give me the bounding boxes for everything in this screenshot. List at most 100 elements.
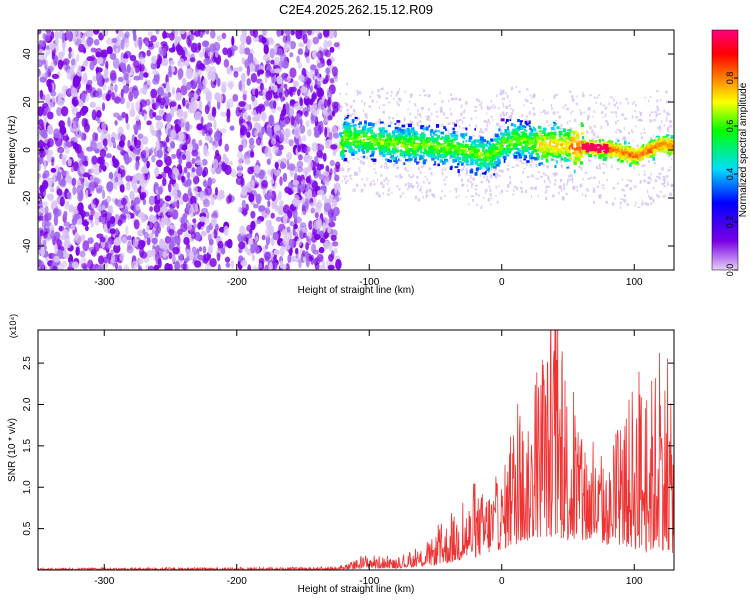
spectrogram-cell (321, 194, 327, 201)
spectrogram-cell (462, 167, 464, 170)
spectrogram-cell (250, 220, 256, 231)
spectrogram-cell (579, 109, 581, 112)
spectrogram-cell (107, 89, 112, 99)
spectrogram-cell (65, 30, 70, 40)
spectrogram-cell (658, 113, 661, 115)
spectrogram-cell (558, 133, 562, 138)
spectrogram-cell (570, 159, 572, 163)
spectrogram-cell (637, 163, 641, 166)
spectrogram-cell (615, 114, 617, 118)
spectrogram-cell (395, 93, 398, 97)
spectrogram-cell (458, 156, 462, 160)
spectrogram-cell (492, 119, 494, 121)
spectrogram-cell (331, 241, 339, 247)
spectrogram-cell (377, 89, 380, 93)
spectrogram-cell (399, 159, 402, 162)
spectrogram-cell (667, 183, 669, 186)
spectrogram-cell (635, 125, 637, 128)
spectrogram-cell (408, 158, 412, 161)
spectrogram-cell (371, 134, 374, 139)
spectrogram-cell (619, 201, 622, 205)
spectrogram-cell (213, 131, 221, 142)
spectrogram-cell (321, 260, 326, 269)
spectrogram-cell (47, 111, 54, 120)
spectrogram-cell (125, 153, 130, 162)
spectrogram-cell (51, 158, 55, 167)
spectrogram-cell (460, 168, 464, 172)
spectrogram-cell (90, 221, 95, 228)
spectrogram-cell (495, 164, 497, 168)
spectrogram-cell (578, 165, 581, 169)
spectrogram-cell (576, 132, 580, 136)
spectrogram-cell (644, 154, 648, 158)
spectrogram-cell (483, 153, 485, 156)
spectrogram-cell (569, 157, 571, 161)
spectrogram-cell (266, 158, 271, 165)
spectrogram-cell (407, 182, 410, 186)
spectrogram-cell (576, 95, 578, 98)
spectrogram-cell (269, 48, 275, 59)
spectrogram-cell (640, 179, 642, 183)
spectrogram-cell (145, 40, 149, 47)
spectrogram-cell (423, 131, 425, 134)
spectrogram-cell (113, 243, 121, 254)
spectrogram-cell (432, 129, 436, 133)
spectrogram-cell (117, 115, 123, 121)
spectrogram-cell (657, 126, 660, 130)
spectrogram-cell (576, 185, 578, 189)
spectrogram-cell (428, 167, 432, 171)
spectrogram-cell (308, 220, 313, 230)
spectrogram-cell (85, 225, 89, 231)
spectrogram-cell (560, 151, 565, 155)
spectrogram-cell (584, 194, 587, 198)
spectrogram-cell (273, 56, 280, 66)
spectrogram-cell (213, 119, 217, 130)
spectrogram-cell (417, 183, 419, 186)
spectrogram-cell (480, 101, 483, 105)
spectrogram-cell (471, 159, 475, 161)
spectrogram-cell (524, 156, 528, 159)
spectrogram-cell (202, 246, 207, 254)
spectrogram-cell (587, 189, 589, 193)
spectrogram-cell (529, 102, 533, 104)
spectrogram-cell (362, 146, 366, 149)
spectrogram-cell (167, 146, 172, 153)
spectrogram-cell (454, 166, 459, 169)
spectrogram-cell (447, 141, 450, 144)
spectrogram-cell (483, 155, 488, 159)
spectrogram-cell (230, 169, 237, 178)
spectrogram-cell (587, 107, 591, 111)
spectrogram-cell (555, 155, 559, 157)
spectrogram-cell (58, 225, 65, 232)
spectrogram-cell (554, 172, 558, 176)
spectrogram-cell (370, 142, 374, 146)
spectrogram-cell (433, 103, 436, 106)
spectrogram-cell (121, 197, 127, 206)
spectrogram-cell (620, 155, 624, 160)
spectrogram-cell (153, 42, 159, 49)
spectrogram-cell (212, 145, 216, 151)
spectrogram-cell (205, 30, 210, 35)
spectrogram-cell (508, 104, 511, 107)
spectrogram-cell (311, 142, 319, 152)
spectrogram-cell (369, 95, 372, 99)
spectrogram-cell (279, 245, 285, 257)
spectrogram-cell (383, 130, 388, 134)
spectrogram-cell (418, 167, 420, 171)
spectrogram-cell (235, 106, 241, 117)
spectrogram-cell (114, 198, 119, 206)
spectrogram-cell (427, 146, 430, 150)
spectrogram-cell (412, 130, 416, 134)
spectrogram-cell (444, 140, 446, 144)
spectrogram-cell (172, 253, 176, 263)
spectrogram-cell (129, 54, 137, 62)
spectrogram-cell (341, 127, 345, 130)
spectrogram-cell (378, 106, 380, 109)
spectrogram-cell (169, 206, 174, 218)
spectrogram-cell (272, 231, 279, 241)
spectrogram-cell (599, 197, 602, 200)
spectrogram-cell (286, 152, 293, 161)
spectrogram-cell (317, 189, 325, 196)
spectrogram-cell (550, 130, 553, 133)
spectrogram-cell (194, 111, 202, 121)
